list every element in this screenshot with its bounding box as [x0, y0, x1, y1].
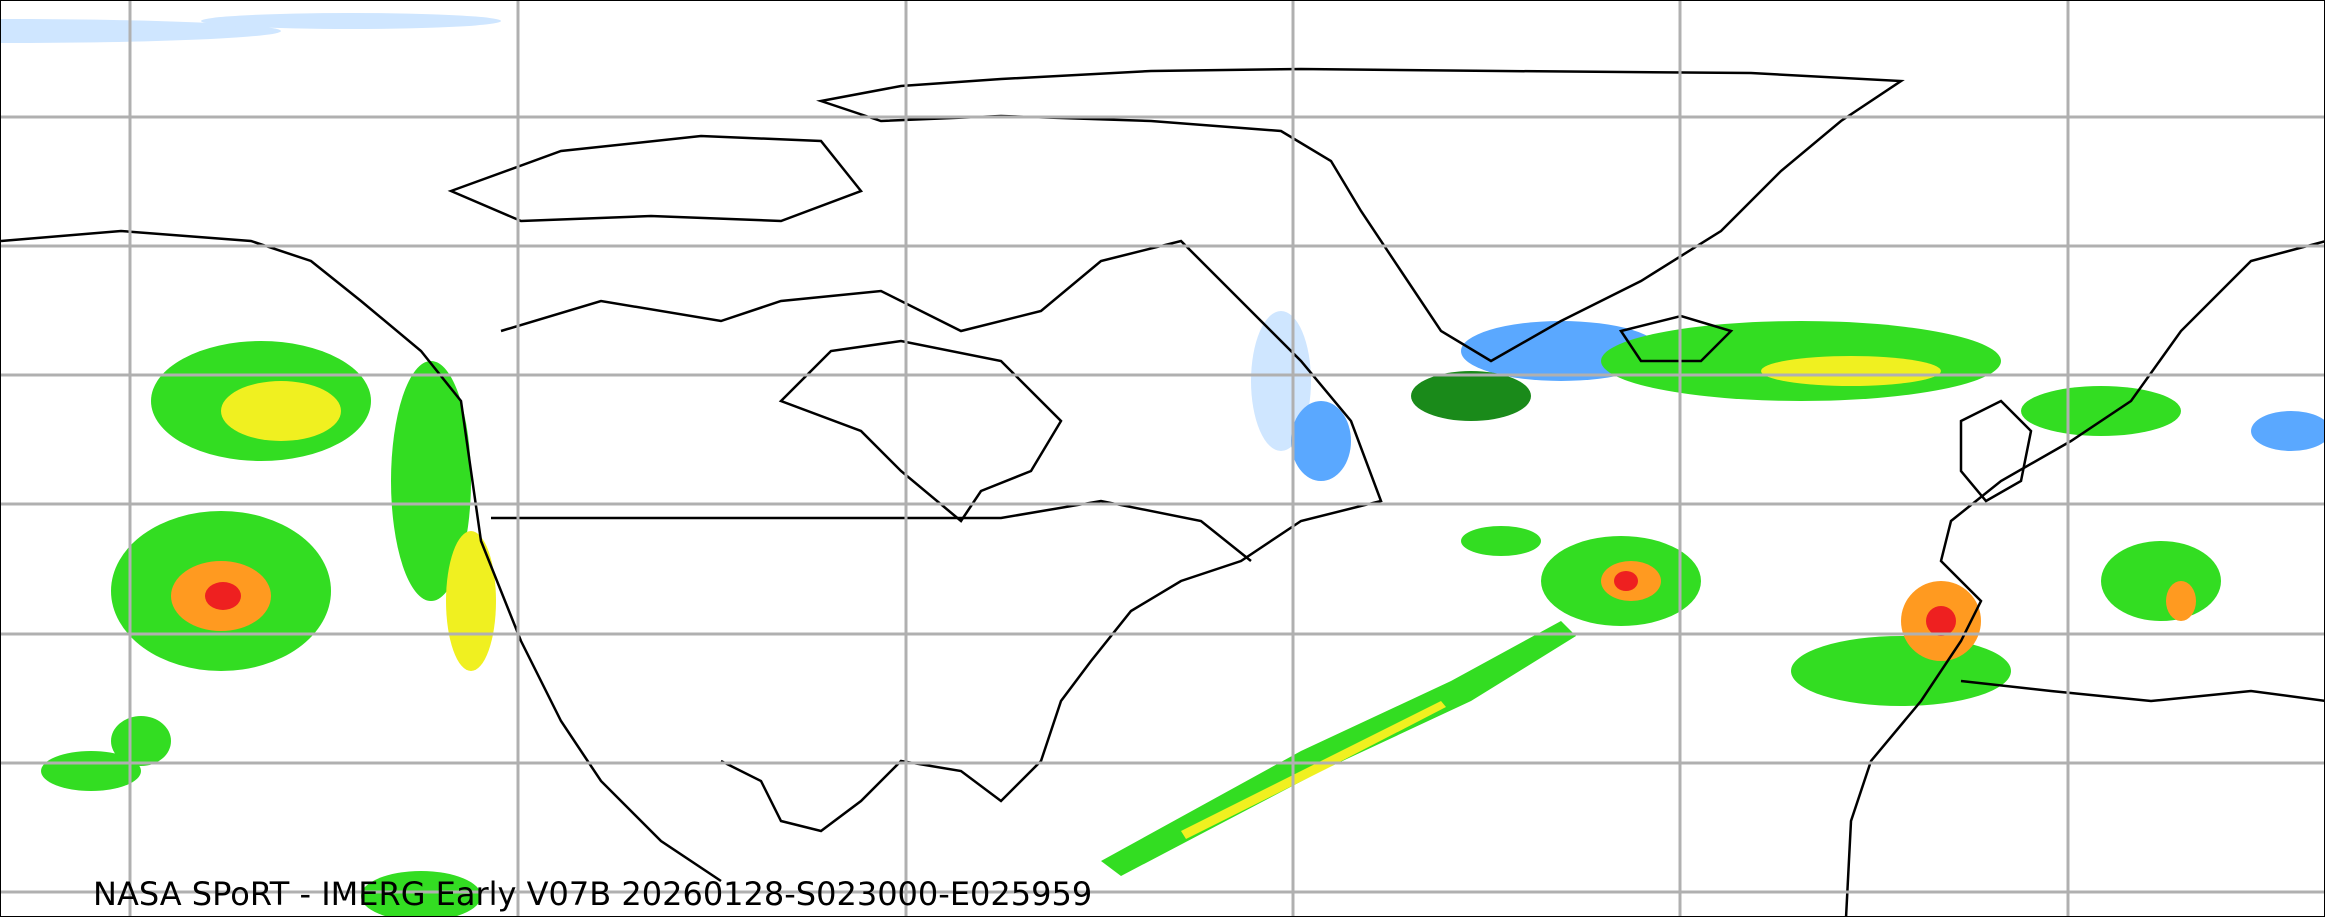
precip-area [1, 19, 281, 43]
precip-area [1461, 526, 1541, 556]
precip-area [1614, 571, 1638, 591]
precip-frontal-band-core [1181, 701, 1446, 839]
north-america-coastline [1, 229, 1383, 883]
precip-area [1761, 356, 1941, 386]
us-border [491, 499, 1252, 562]
precip-area [1791, 636, 2011, 706]
precip-frontal-band [1101, 621, 1576, 876]
greenland-coastline [816, 67, 1905, 363]
precip-area [1291, 401, 1351, 481]
precip-area [201, 13, 501, 29]
precip-area [2166, 581, 2196, 621]
precip-area [1411, 371, 1531, 421]
canada-arctic-islands [447, 134, 864, 223]
precip-area [221, 381, 341, 441]
precipitation-layer [1, 13, 2324, 916]
precip-area [111, 716, 171, 766]
precip-area [1926, 606, 1956, 636]
precip-area [2021, 386, 2181, 436]
precip-area [205, 582, 241, 610]
precip-area [2101, 541, 2221, 621]
precip-area [361, 871, 481, 916]
precip-area [1251, 311, 1311, 451]
map-caption: NASA SPoRT - IMERG Early V07B 20260128-S… [93, 875, 1093, 913]
precip-area [41, 751, 141, 791]
precip-area [391, 361, 471, 601]
hudson-bay-coastline [778, 339, 1063, 523]
iceland-coastline [1618, 314, 1734, 363]
coastline-layer [1, 67, 2324, 916]
british-isles-coastline [1959, 399, 2033, 503]
precip-area [2251, 411, 2324, 451]
precip-area [446, 531, 496, 671]
europe-coastline [1844, 240, 2324, 916]
